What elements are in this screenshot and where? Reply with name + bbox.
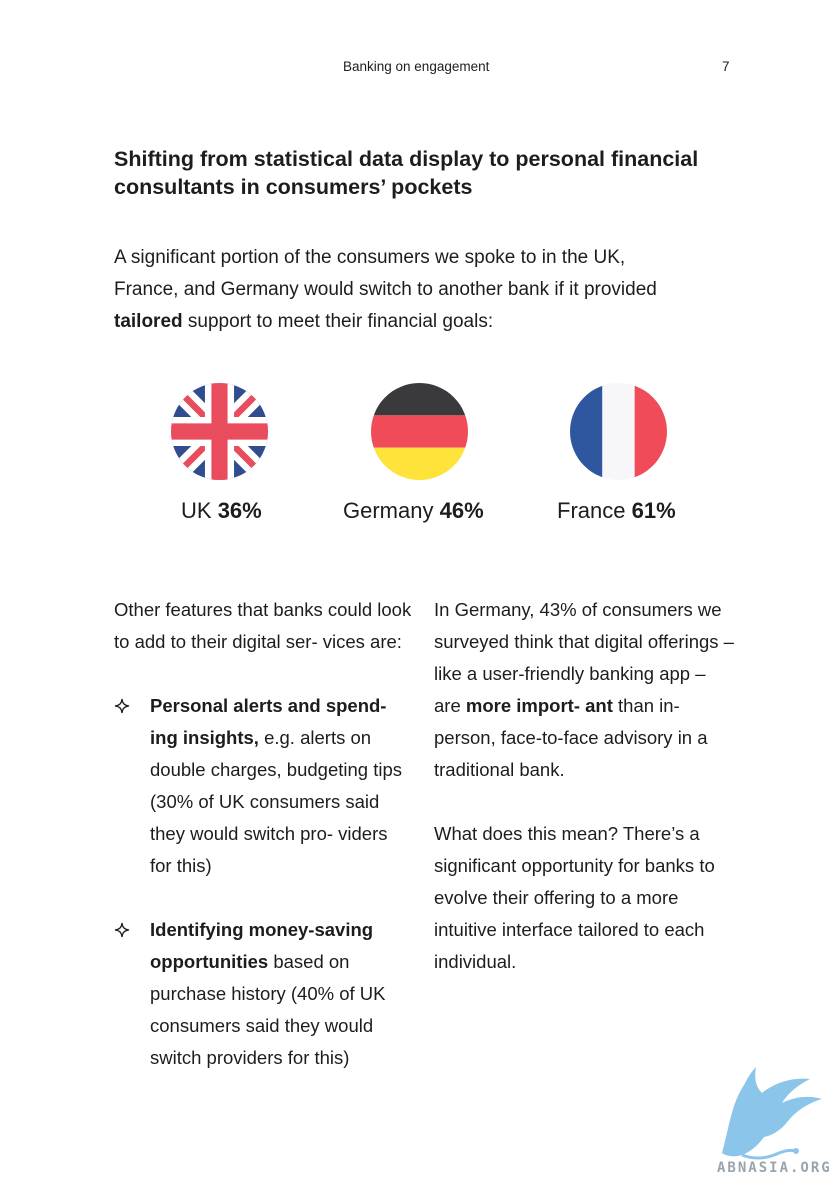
right-p1-end: than in-person, face-to-face advisory in… bbox=[434, 695, 708, 780]
intro-line-2: France, and Germany would switch to anot… bbox=[114, 279, 657, 300]
bullet-text: based on purchase history (40% of UK con… bbox=[150, 951, 386, 1068]
stat-country: UK bbox=[181, 498, 212, 523]
right-p1-start: In Germany, 43% of consumers we surveyed… bbox=[434, 599, 734, 716]
bullet-bold: Identifying money-saving opportunities bbox=[150, 919, 374, 972]
right-p1-bold: more import- ant bbox=[465, 695, 613, 716]
stat-value: 46% bbox=[439, 498, 484, 523]
intro-line-3: support to meet their financial goals: bbox=[182, 311, 494, 332]
page-number: 7 bbox=[722, 59, 730, 74]
intro-bold: tailored bbox=[114, 311, 183, 332]
left-column: Other features that banks could look to … bbox=[114, 594, 414, 1074]
section-heading: Shifting from statistical data display t… bbox=[114, 147, 699, 199]
stat-country: France bbox=[557, 498, 626, 523]
germany-flag-icon bbox=[371, 383, 468, 480]
bullet-item: Personal alerts and spend- ing insights,… bbox=[114, 690, 414, 882]
bullet-text: e.g. alerts on double charges, budgeting… bbox=[150, 727, 402, 876]
right-paragraph-1: In Germany, 43% of consumers we surveyed… bbox=[434, 594, 734, 786]
bullet-item: Identifying money-saving opportunities b… bbox=[114, 914, 414, 1074]
sparkle-bullet-icon bbox=[114, 698, 130, 714]
intro-paragraph: A significant portion of the consumers w… bbox=[114, 242, 754, 338]
right-column: In Germany, 43% of consumers we surveyed… bbox=[434, 594, 734, 978]
sparkle-bullet-icon bbox=[114, 922, 130, 938]
stat-germany: Germany 46% bbox=[343, 496, 484, 526]
bullet-bold: Personal alerts and spend- ing insights, bbox=[150, 695, 387, 748]
right-paragraph-2: What does this mean? There’s a significa… bbox=[434, 823, 715, 972]
uk-flag-icon bbox=[171, 383, 268, 480]
watermark-text: ABNASIA.ORG bbox=[717, 1160, 832, 1176]
left-intro: Other features that banks could look to … bbox=[114, 599, 412, 652]
stat-country: Germany bbox=[343, 498, 434, 523]
stat-france: France 61% bbox=[557, 496, 676, 526]
griffin-logo-icon bbox=[712, 1063, 834, 1185]
france-flag-icon bbox=[570, 383, 667, 480]
running-title: Banking on engagement bbox=[343, 59, 490, 74]
intro-line-1: A significant portion of the consumers w… bbox=[114, 247, 626, 268]
running-head: Banking on engagement 7 bbox=[0, 59, 840, 79]
stat-value: 61% bbox=[631, 498, 676, 523]
stat-uk: UK 36% bbox=[181, 496, 262, 526]
stat-value: 36% bbox=[217, 498, 262, 523]
